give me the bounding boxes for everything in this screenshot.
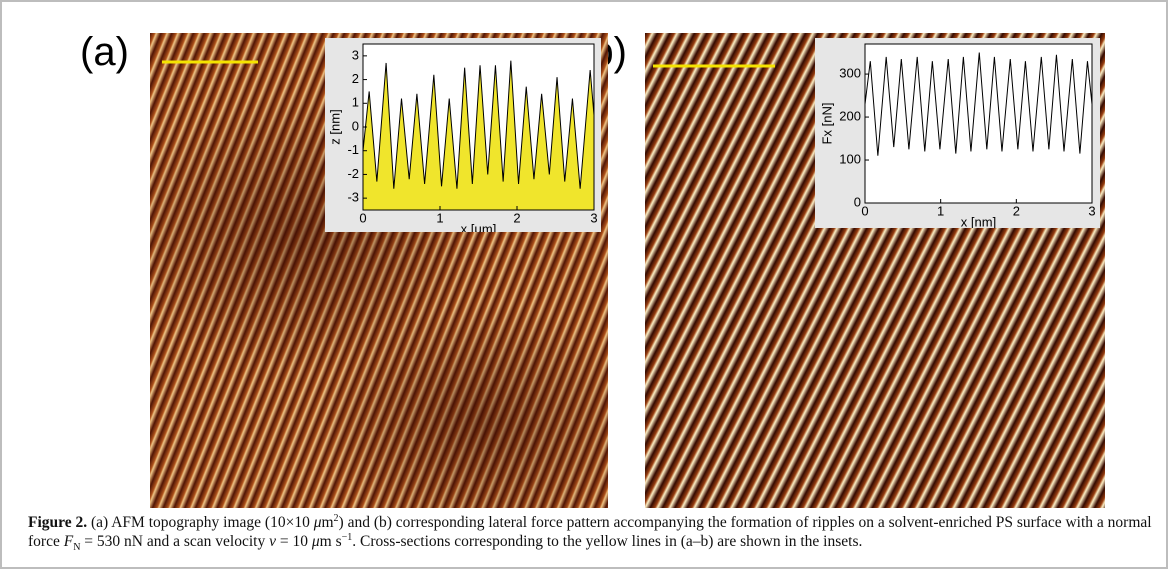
- x-tick-label: 1: [937, 203, 944, 218]
- y-tick-label: -2: [347, 166, 359, 181]
- caption-text: . Cross-sections corresponding to the ye…: [352, 533, 863, 550]
- area: [363, 60, 594, 210]
- panel-label: (a): [80, 30, 129, 74]
- x-tick-label: 2: [1013, 203, 1020, 218]
- caption-text: 2: [333, 512, 339, 524]
- caption-text: = 10: [275, 533, 312, 550]
- y-tick-label: 2: [352, 71, 359, 86]
- plot-frame: [864, 43, 1093, 204]
- x-tick-label: 0: [359, 210, 366, 225]
- caption-text: μ: [313, 514, 322, 531]
- plot-area: [865, 44, 1092, 203]
- x-axis-label: x [nm]: [961, 214, 996, 228]
- caption-text: N: [73, 542, 81, 554]
- caption-text: = 530 nN and a scan velocity: [80, 533, 270, 550]
- caption-text: μ: [311, 533, 320, 550]
- y-tick-label: -1: [347, 142, 359, 157]
- caption-text: m s: [319, 533, 342, 550]
- caption-text: m: [321, 514, 334, 531]
- y-axis-label: z [nm]: [327, 109, 342, 144]
- caption: Figure 2. (a) AFM topography image (10×1…: [28, 512, 1153, 554]
- y-tick-label: 200: [839, 108, 861, 123]
- y-tick-label: -3: [347, 190, 359, 205]
- caption-text: ) and (b) corresponding lateral force pa…: [28, 514, 1152, 550]
- caption-text: (a) AFM topography image (10×10: [87, 514, 314, 531]
- inset-chart: -3 -2 -1 0 1 2 3 0 1 2 3 x [μm] z [nm]: [325, 38, 601, 232]
- y-tick-label: 0: [352, 118, 359, 133]
- y-axis-label: Fx [nN]: [819, 103, 834, 145]
- caption-text: F: [63, 533, 74, 550]
- x-tick-label: 1: [436, 210, 443, 225]
- x-axis-label: x [μm]: [461, 221, 497, 232]
- caption-text: −1: [341, 531, 353, 543]
- y-tick-label: 3: [352, 47, 359, 62]
- y-tick-label: 1: [352, 95, 359, 110]
- x-tick-label: 3: [590, 210, 597, 225]
- x-tick-label: 2: [513, 210, 520, 225]
- inset-chart: 0 100 200 300 0 1 2 3 x [nm] Fx [nN]: [815, 38, 1100, 228]
- x-tick-label: 0: [861, 203, 868, 218]
- y-tick-label: 100: [839, 151, 861, 166]
- caption-label: Figure 2.: [28, 514, 88, 531]
- line: [362, 60, 595, 189]
- caption-text: v: [269, 533, 276, 550]
- line: [864, 52, 1093, 156]
- y-tick-label: 0: [854, 194, 861, 209]
- y-tick-label: 300: [839, 66, 861, 81]
- x-tick-label: 3: [1088, 203, 1095, 218]
